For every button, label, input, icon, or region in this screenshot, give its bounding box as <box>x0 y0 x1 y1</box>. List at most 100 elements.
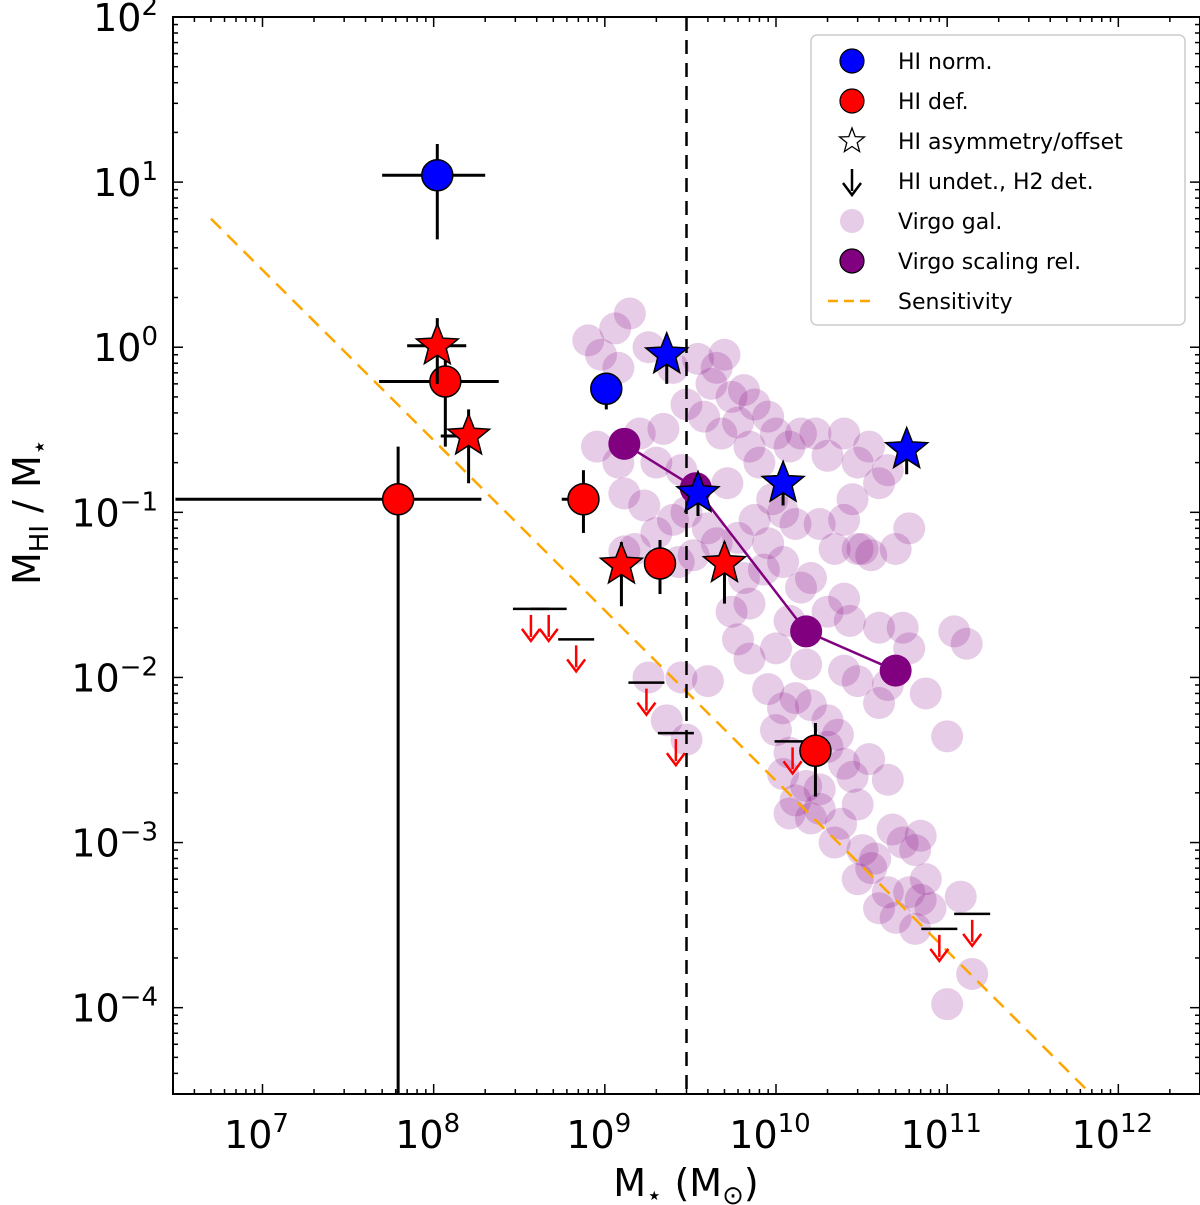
virgo-gal-point <box>853 430 886 463</box>
hi-def-circle-marker <box>799 734 832 767</box>
virgo-gal-point <box>708 338 741 371</box>
x-tick-label: 1011 <box>900 1109 981 1157</box>
hi-def-star-marker <box>414 321 461 366</box>
x-tick-label: 1012 <box>1072 1109 1153 1157</box>
hi-def-circle-marker <box>643 547 677 580</box>
virgo-gal-point <box>727 374 760 407</box>
virgo-gal-point <box>747 553 780 586</box>
virgo-gal-point <box>825 807 858 840</box>
virgo-gal-point <box>931 988 964 1021</box>
virgo-gal-point <box>841 788 874 821</box>
y-tick-label: 100 <box>93 322 158 370</box>
y-tick-label: 10−4 <box>71 983 158 1031</box>
virgo-gal-point <box>773 430 806 463</box>
hi-def-point <box>598 540 645 607</box>
virgo-gal-point <box>836 760 869 793</box>
virgo-gal-point <box>904 883 937 916</box>
virgo-gal-point <box>803 773 836 806</box>
virgo-gal-point <box>846 532 879 565</box>
virgo-gal-point <box>572 324 605 357</box>
hi-def-circle-marker <box>429 365 462 398</box>
virgo-gal-point <box>811 704 844 737</box>
virgo-gal-point <box>811 595 844 628</box>
legend-label: HI def. <box>898 90 969 115</box>
virgo-gal-point <box>899 834 932 867</box>
hi-norm-point <box>883 425 930 475</box>
virgo-scaling-line <box>623 442 897 672</box>
virgo-gal-point <box>608 477 641 510</box>
upper-limit-arrow <box>566 645 587 674</box>
virgo-gal-point <box>581 430 614 463</box>
hi-def-point <box>561 470 600 533</box>
hi-def-point <box>643 539 677 595</box>
virgo-gal-point <box>628 489 661 522</box>
virgo-gal-point <box>821 718 854 751</box>
virgo-scaling-point <box>608 427 641 460</box>
virgo-gal-point <box>950 627 983 660</box>
virgo-gal-point <box>785 417 818 450</box>
legend-marker <box>840 209 864 233</box>
y-tick-label: 10−1 <box>71 487 158 535</box>
hi-norm-star-marker <box>760 459 806 503</box>
y-tick-label: 102 <box>93 0 158 40</box>
virgo-gal-point <box>794 802 827 835</box>
virgo-gal-point <box>767 496 800 529</box>
virgo-gal-point <box>722 406 755 439</box>
virgo-gal-point <box>855 852 888 885</box>
virgo-gal-point <box>752 527 785 560</box>
upper-limit-arrow <box>538 614 559 644</box>
virgo-gal-point <box>893 876 926 909</box>
hi-def-star-marker <box>598 540 645 585</box>
virgo-gal-point <box>738 388 771 421</box>
legend-box <box>810 34 1186 326</box>
virgo-gal-point <box>759 417 792 450</box>
virgo-gal-point <box>790 648 823 681</box>
virgo-gal-point <box>956 957 989 990</box>
virgo-gal-point <box>803 792 836 825</box>
legend-marker <box>842 169 862 198</box>
virgo-gal-point <box>863 611 896 644</box>
virgo-scaling-point <box>790 615 823 648</box>
hi-norm-star-marker <box>675 469 721 513</box>
hi-def-circle-marker <box>567 483 600 516</box>
virgo-gal-point <box>828 582 861 615</box>
upper-limit-marker <box>628 681 665 717</box>
virgo-gal-point <box>650 704 683 737</box>
upper-limit-arrow-head <box>566 658 587 674</box>
hi-norm-circle-marker <box>590 372 623 406</box>
virgo-gal-point <box>779 682 812 715</box>
virgo-gal-point <box>585 338 618 371</box>
virgo-scaling-point <box>879 654 912 687</box>
virgo-gal-point <box>767 758 800 791</box>
upper-limit-marker <box>921 927 958 963</box>
legend-label: HI asymmetry/offset <box>898 130 1123 155</box>
legend-label: HI undet., H2 det. <box>898 170 1094 195</box>
virgo-gal-point <box>759 714 792 747</box>
virgo-gal-point <box>613 297 646 330</box>
upper-limit-arrow <box>665 739 686 768</box>
y-tick-label: 10−3 <box>71 818 158 866</box>
hi-def-star-marker <box>701 539 748 583</box>
virgo-gal-point <box>853 743 886 776</box>
upper-limit-arrow <box>929 934 950 963</box>
virgo-gal-point <box>752 400 785 433</box>
legend-marker <box>839 48 865 74</box>
virgo-gal-point <box>722 623 755 656</box>
virgo-gal-point <box>909 863 942 896</box>
upper-limit-arrow <box>962 919 983 948</box>
virgo-gal-point <box>794 562 827 595</box>
upper-limit-marker <box>558 638 595 674</box>
virgo-gal-point <box>833 604 866 637</box>
hi-norm-point <box>643 330 690 384</box>
virgo-gal-point <box>863 687 896 720</box>
hi-norm-point <box>590 372 623 410</box>
upper-limit-arrow-head <box>665 752 686 768</box>
virgo-gal-point <box>733 430 766 463</box>
virgo-gal-point <box>855 539 888 572</box>
virgo-gal-point <box>759 632 792 665</box>
hi-def-point <box>799 722 832 797</box>
hi-norm-point <box>760 459 806 506</box>
virgo-gal-point <box>841 446 874 479</box>
virgo-gal-point <box>640 516 673 549</box>
